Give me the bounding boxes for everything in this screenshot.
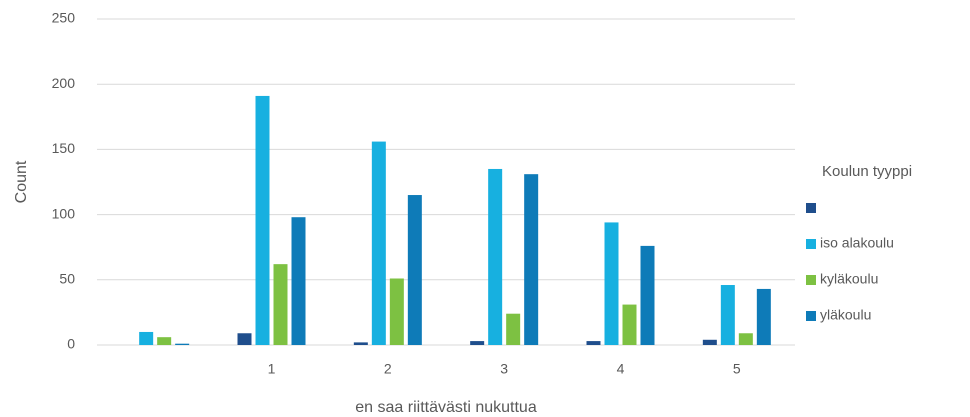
- bar: [622, 304, 637, 345]
- bar: [237, 333, 252, 345]
- bar: [291, 217, 306, 345]
- y-tick-label: 50: [59, 271, 75, 287]
- bar: [255, 95, 270, 345]
- y-axis-title: Count: [13, 160, 30, 203]
- x-tick-label: 3: [500, 361, 508, 377]
- x-axis-title: en saa riittävästi nukuttua: [355, 399, 537, 416]
- bar: [157, 337, 172, 345]
- bar: [371, 141, 386, 345]
- bar: [720, 285, 735, 345]
- legend-swatch: [806, 239, 816, 249]
- bar: [506, 313, 521, 345]
- bar: [488, 168, 503, 345]
- legend-swatch: [806, 203, 816, 213]
- x-tick-label: 2: [384, 361, 392, 377]
- x-tick-label: 1: [268, 361, 276, 377]
- bar: [604, 222, 619, 345]
- bar: [175, 343, 190, 345]
- y-tick-label: 150: [52, 140, 76, 156]
- legend-title: Koulun tyyppi: [822, 163, 912, 180]
- x-tick-label: 4: [617, 361, 625, 377]
- y-tick-label: 100: [52, 205, 76, 221]
- bar: [640, 245, 655, 345]
- bar: [139, 331, 154, 345]
- x-tick-label: 5: [733, 361, 741, 377]
- bar: [389, 278, 404, 345]
- legend-label: yläkoulu: [820, 307, 871, 323]
- legend-swatch: [806, 311, 816, 321]
- bar: [470, 341, 485, 345]
- bar: [586, 341, 601, 345]
- legend-label: iso alakoulu: [820, 235, 894, 251]
- y-tick-label: 200: [52, 75, 76, 91]
- bar: [273, 264, 288, 345]
- legend-label: kyläkoulu: [820, 271, 878, 287]
- y-tick-label: 0: [67, 336, 75, 352]
- bar: [756, 288, 771, 345]
- bar: [738, 333, 753, 345]
- bar: [353, 342, 368, 345]
- bar: [407, 195, 422, 345]
- bar: [524, 174, 539, 345]
- y-tick-label: 250: [52, 10, 76, 26]
- legend-swatch: [806, 275, 816, 285]
- bar: [702, 339, 717, 345]
